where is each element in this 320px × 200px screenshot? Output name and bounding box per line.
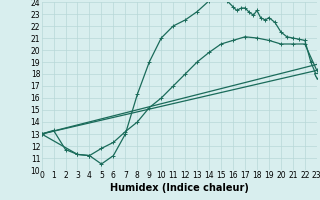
X-axis label: Humidex (Indice chaleur): Humidex (Indice chaleur) bbox=[110, 183, 249, 193]
